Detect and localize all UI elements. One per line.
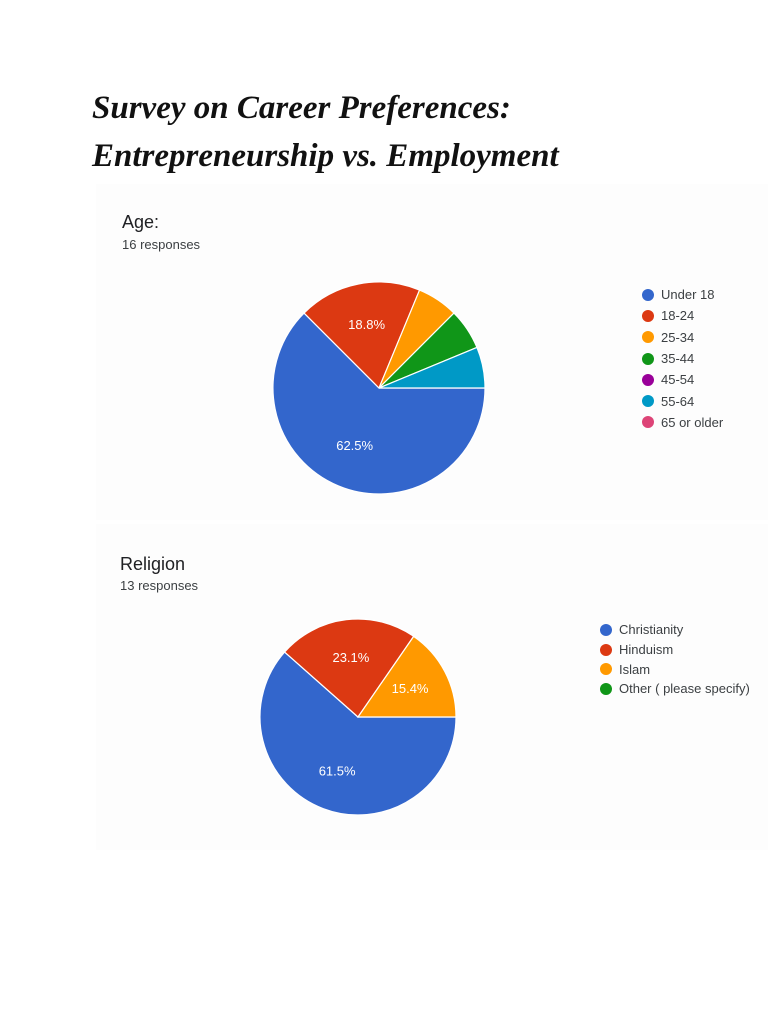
age-chart-card: Age: 16 responses 62.5% 18.8% Under 18 18-… xyxy=(96,184,768,520)
legend-swatch xyxy=(600,643,612,656)
religion-legend: Christianity Hinduism Islam Other ( please … xyxy=(600,620,750,699)
age-legend: Under 18 18-24 25-34 35-44 45-54 55-64 65 or o… xyxy=(642,284,723,433)
age-pie-chart: 62.5% 18.8% xyxy=(272,281,486,495)
legend-swatch xyxy=(642,288,654,301)
legend-item-hinduism[interactable]: Hinduism xyxy=(600,640,750,660)
legend-item-other-please-specify[interactable]: Other ( please specify) xyxy=(600,679,750,699)
pie-slice-55-64[interactable] xyxy=(378,346,486,389)
pie-slice-christianity[interactable] xyxy=(259,651,457,816)
pie-slice-18-24[interactable] xyxy=(303,281,421,390)
pie-slice-islam[interactable] xyxy=(356,635,457,718)
response-count: 13 responses xyxy=(120,578,199,593)
legend-item-christianity[interactable]: Christianity xyxy=(600,620,750,640)
legend-swatch xyxy=(642,416,654,429)
legend-label: 35-44 xyxy=(661,351,695,367)
slice-label-under-18: 62.5% xyxy=(336,438,373,453)
legend-label: Hinduism xyxy=(619,642,674,658)
slice-label-18-24: 18.8% xyxy=(348,317,385,332)
legend-swatch xyxy=(600,623,612,636)
document-title: Survey on Career Preferences: Entreprene… xyxy=(92,90,559,174)
slice-label-hinduism: 23.1% xyxy=(332,650,369,665)
legend-label: 65 or older xyxy=(661,414,724,430)
legend-label: Other ( please specify) xyxy=(619,681,750,697)
legend-swatch xyxy=(600,663,612,676)
chart-title: Age: xyxy=(122,212,160,232)
legend-label: 45-54 xyxy=(661,372,695,388)
legend-label: Islam xyxy=(619,661,651,677)
legend-item-under-18[interactable]: Under 18 xyxy=(642,284,723,305)
slice-label-christianity: 61.5% xyxy=(319,763,356,778)
legend-swatch xyxy=(642,309,654,322)
legend-item-45-54[interactable]: 45-54 xyxy=(642,369,723,390)
pie-slice-hinduism[interactable] xyxy=(283,618,415,718)
slice-label-islam: 15.4% xyxy=(392,681,429,696)
legend-item-55-64[interactable]: 55-64 xyxy=(642,390,723,411)
legend-item-18-24[interactable]: 18-24 xyxy=(642,305,723,326)
chart-title: Religion xyxy=(120,554,186,574)
legend-label: 25-34 xyxy=(661,329,695,345)
legend-item-25-34[interactable]: 25-34 xyxy=(642,327,723,348)
religion-chart-card: Religion 13 responses 61.5% 23.1% 15.4% Ch… xyxy=(96,524,768,850)
legend-swatch xyxy=(642,395,654,408)
legend-label: 55-64 xyxy=(661,393,695,409)
legend-label: 18-24 xyxy=(661,308,695,324)
legend-label: Under 18 xyxy=(661,287,715,303)
legend-swatch xyxy=(642,331,654,344)
legend-label: Christianity xyxy=(619,622,684,638)
religion-pie-chart: 61.5% 23.1% 15.4% xyxy=(259,618,457,816)
legend-item-65-or-older[interactable]: 65 or older xyxy=(642,412,723,433)
response-count: 16 responses xyxy=(122,237,201,252)
legend-swatch xyxy=(600,682,612,695)
legend-swatch xyxy=(642,352,654,365)
pie-slice-under-18[interactable] xyxy=(272,312,486,495)
legend-item-islam[interactable]: Islam xyxy=(600,659,750,679)
legend-item-35-44[interactable]: 35-44 xyxy=(642,348,723,369)
legend-swatch xyxy=(642,373,654,386)
